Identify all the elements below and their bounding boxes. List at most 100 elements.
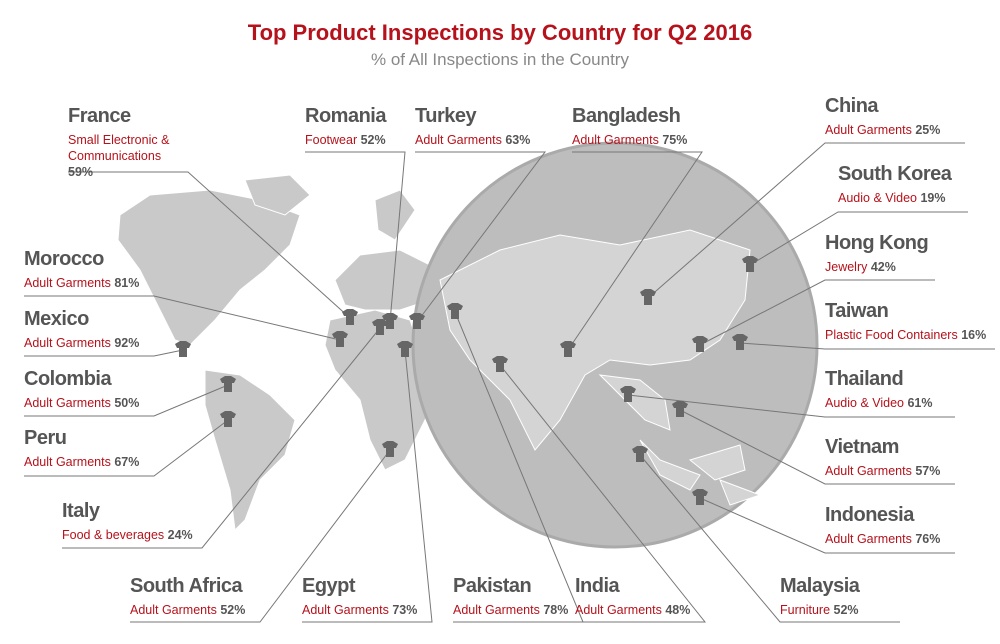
leader-line	[68, 171, 351, 319]
inspection-detail: Adult Garments 25%	[825, 122, 965, 138]
country-label: Turkey Adult Garments 63%	[415, 105, 545, 148]
inspection-detail: Plastic Food Containers 16%	[825, 327, 995, 343]
leader-line	[302, 349, 433, 623]
leader-line	[499, 364, 707, 623]
leader-line	[453, 311, 584, 623]
product-icon	[732, 334, 748, 350]
leader-line	[749, 211, 968, 266]
country-label: Italy Food & beverages 24%	[62, 500, 202, 543]
country-name: South Africa	[130, 575, 243, 597]
share: 48%	[665, 603, 691, 617]
product-category: Adult Garments	[575, 603, 662, 617]
product-icon	[492, 356, 508, 372]
leader-line	[24, 384, 229, 417]
leader-line	[699, 497, 955, 554]
country-name: Romania	[305, 105, 386, 127]
product-category: Adult Garments	[415, 133, 502, 147]
asia-detail	[439, 229, 762, 506]
leader-line	[739, 342, 995, 350]
country-name: Italy	[62, 500, 100, 522]
product-icon	[382, 441, 398, 457]
product-category: Jewelry	[825, 260, 868, 274]
leader-line	[627, 394, 955, 418]
share: 16%	[961, 328, 987, 342]
inspection-detail: Audio & Video 19%	[838, 190, 968, 206]
product-category: Adult Garments	[825, 123, 912, 137]
product-icon	[447, 303, 463, 319]
product-icon	[672, 401, 688, 417]
product-icon	[632, 446, 648, 462]
share: 57%	[915, 464, 941, 478]
title: Top Product Inspections by Country for Q…	[247, 20, 753, 45]
inspection-detail: Adult Garments 73%	[302, 602, 432, 618]
inspection-detail: Adult Garments 67%	[24, 454, 154, 470]
share: 67%	[114, 455, 140, 469]
country-name: Morocco	[24, 248, 104, 270]
leader-line	[305, 151, 406, 323]
country-label: Egypt Adult Garments 73%	[302, 575, 432, 618]
inspection-detail: Adult Garments 78%	[453, 602, 583, 618]
leader-line	[24, 419, 229, 477]
leader-line	[567, 151, 703, 351]
share: 52%	[833, 603, 859, 617]
leader-line	[62, 327, 381, 549]
product-category: Audio & Video	[825, 396, 904, 410]
product-category: Adult Garments	[130, 603, 217, 617]
share: 73%	[392, 603, 418, 617]
product-category: Adult Garments	[453, 603, 540, 617]
share: 19%	[920, 191, 946, 205]
leader-line	[679, 409, 955, 485]
inspection-detail: Adult Garments 92%	[24, 335, 154, 351]
product-icon	[372, 319, 388, 335]
inspection-detail: Food & beverages 24%	[62, 527, 202, 543]
share: 42%	[870, 260, 896, 274]
product-category: Adult Garments	[825, 464, 912, 478]
product-icon	[620, 386, 636, 402]
country-name: Hong Kong	[825, 232, 929, 254]
country-label: Peru Adult Garments 67%	[24, 427, 154, 470]
share: 52%	[220, 603, 246, 617]
product-category: Adult Garments	[302, 603, 389, 617]
country-name: Pakistan	[453, 575, 532, 597]
product-icon	[332, 331, 348, 347]
share: 50%	[114, 396, 140, 410]
leader-line	[24, 295, 341, 341]
leader-line	[639, 454, 900, 623]
leader-line	[699, 279, 935, 346]
product-icon	[692, 336, 708, 352]
country-label: Bangladesh Adult Garments 75%	[572, 105, 702, 148]
leader-line	[415, 151, 547, 323]
leader-line	[130, 449, 391, 623]
leader-line	[647, 142, 965, 299]
inspection-detail: Adult Garments 76%	[825, 531, 955, 547]
inspection-detail: Adult Garments 81%	[24, 275, 154, 291]
country-label: Morocco Adult Garments 81%	[24, 248, 154, 291]
share: 24%	[167, 528, 193, 542]
inspection-detail: Audio & Video 61%	[825, 395, 955, 411]
country-name: Taiwan	[825, 300, 889, 322]
country-label: South Korea Audio & Video 19%	[838, 163, 968, 206]
country-name: Colombia	[24, 368, 112, 390]
country-label: South Africa Adult Garments 52%	[130, 575, 260, 618]
inspection-detail: Small Electronic & Communications 59%	[68, 132, 188, 180]
country-name: France	[68, 105, 131, 127]
country-name: Turkey	[415, 105, 477, 127]
product-icon	[342, 309, 358, 325]
country-label: Thailand Audio & Video 61%	[825, 368, 955, 411]
product-category: Footwear	[305, 133, 358, 147]
product-category: Adult Garments	[24, 396, 111, 410]
country-label: India Adult Garments 48%	[575, 575, 705, 618]
product-category: Adult Garments	[825, 532, 912, 546]
share: 78%	[543, 603, 569, 617]
leader-line	[24, 349, 184, 357]
product-icon	[220, 411, 236, 427]
product-icon	[560, 341, 576, 357]
product-icon	[220, 376, 236, 392]
share: 81%	[114, 276, 140, 290]
product-icon	[409, 313, 425, 329]
product-category: Adult Garments	[24, 336, 111, 350]
share: 75%	[662, 133, 688, 147]
country-label: Taiwan Plastic Food Containers 16%	[825, 300, 995, 343]
country-label: Hong Kong Jewelry 42%	[825, 232, 935, 275]
product-category: Adult Garments	[24, 455, 111, 469]
